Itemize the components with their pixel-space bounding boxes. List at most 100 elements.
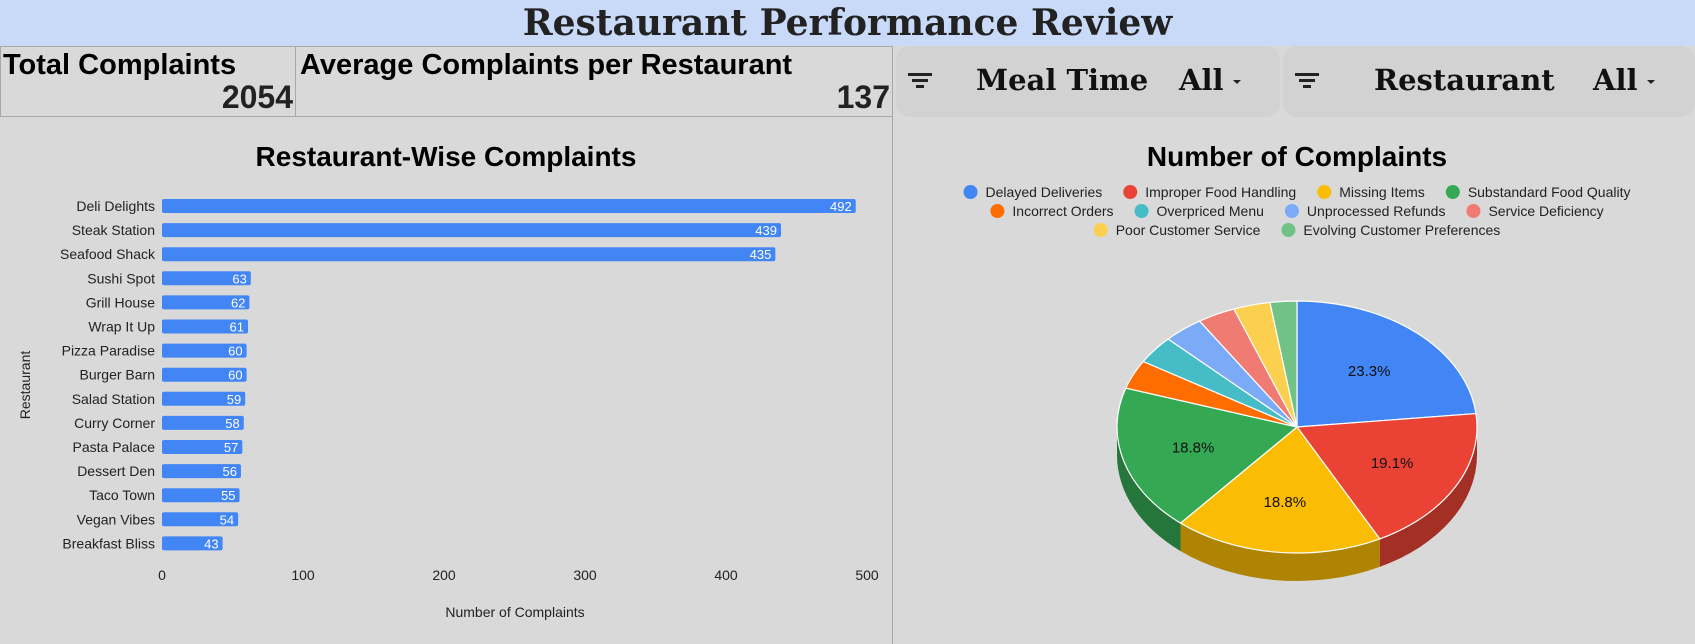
bar[interactable] xyxy=(162,488,240,503)
legend-item[interactable]: Substandard Food Quality xyxy=(1445,184,1631,200)
pie-slice[interactable] xyxy=(1296,412,1478,540)
bar-value-label: 435 xyxy=(750,247,772,262)
title-bar xyxy=(0,0,1695,46)
pie-slice-side xyxy=(1379,427,1477,567)
legend-label: Service Deficiency xyxy=(1488,203,1603,219)
bar-category-label: Salad Station xyxy=(72,391,155,407)
legend-swatch xyxy=(1445,185,1460,199)
legend-item[interactable]: Evolving Customer Preferences xyxy=(1281,222,1500,238)
bar[interactable] xyxy=(162,391,246,406)
bar[interactable] xyxy=(162,271,251,286)
chevron-down-icon[interactable] xyxy=(1647,80,1655,84)
x-tick-label: 400 xyxy=(714,567,738,583)
bar-value-label: 57 xyxy=(224,440,238,455)
bar[interactable] xyxy=(162,247,776,262)
total-complaints-card: Total Complaints 2054 xyxy=(0,46,296,117)
meal-time-value[interactable]: All xyxy=(1179,63,1224,97)
x-tick-label: 100 xyxy=(291,567,315,583)
bar-category-label: Seafood Shack xyxy=(60,246,156,262)
bar[interactable] xyxy=(162,367,247,382)
bar-category-label: Dessert Den xyxy=(77,463,155,479)
x-tick-label: 300 xyxy=(573,567,597,583)
legend-item[interactable]: Service Deficiency xyxy=(1466,203,1604,219)
pie-sides xyxy=(1117,427,1477,581)
bar-category-label: Deli Delights xyxy=(76,198,155,214)
pie-slice-label: 23.3% xyxy=(1348,363,1391,380)
filter-icon xyxy=(908,73,932,88)
legend-swatch xyxy=(1093,223,1108,237)
legend-item[interactable]: Missing Items xyxy=(1317,184,1425,200)
bar[interactable] xyxy=(162,464,241,479)
chevron-down-icon[interactable] xyxy=(1233,80,1241,84)
bar-value-label: 63 xyxy=(232,271,246,286)
x-tick-label: 500 xyxy=(855,567,879,583)
pie-slice[interactable] xyxy=(1296,300,1477,428)
bar-value-label: 54 xyxy=(220,512,234,527)
meal-time-label: Meal Time xyxy=(976,63,1149,97)
bar[interactable] xyxy=(162,319,249,334)
legend-swatch xyxy=(1284,204,1299,218)
bar-category-label: Burger Barn xyxy=(80,367,155,383)
legend-swatch xyxy=(1466,204,1481,218)
legend-label: Evolving Customer Preferences xyxy=(1303,222,1500,238)
page-title: Restaurant Performance Review xyxy=(522,2,1173,44)
bar-category-label: Taco Town xyxy=(89,487,155,503)
pie-slice-side xyxy=(1180,523,1380,581)
bar[interactable] xyxy=(162,199,856,213)
restaurant-filter[interactable]: Restaurant All xyxy=(1283,46,1695,117)
average-complaints-label: Average Complaints per Restaurant xyxy=(300,49,793,81)
bar-category-label: Breakfast Bliss xyxy=(62,535,155,551)
bar-category-label: Steak Station xyxy=(72,222,155,238)
pie-slice-label: 18.8% xyxy=(1172,440,1215,457)
bar-category-label: Curry Corner xyxy=(74,415,155,431)
legend-label: Incorrect Orders xyxy=(1012,203,1113,219)
average-complaints-card: Average Complaints per Restaurant 137 xyxy=(295,46,893,117)
bar-chart-ylabel: Restaurant xyxy=(17,351,33,420)
bar-value-label: 58 xyxy=(225,416,239,431)
pie-slice[interactable] xyxy=(1269,300,1298,428)
bar[interactable] xyxy=(162,415,244,430)
bar[interactable] xyxy=(162,295,250,310)
bar[interactable] xyxy=(162,223,781,238)
meal-time-filter[interactable]: Meal Time All xyxy=(896,46,1280,117)
legend-item[interactable]: Incorrect Orders xyxy=(990,203,1114,219)
legend-item[interactable]: Improper Food Handling xyxy=(1123,184,1296,200)
bar-category-label: Pasta Palace xyxy=(73,439,156,455)
bar[interactable] xyxy=(162,512,239,527)
legend-swatch xyxy=(963,185,978,199)
bar-value-label: 61 xyxy=(230,320,244,335)
legend-label: Improper Food Handling xyxy=(1145,184,1296,200)
legend-label: Poor Customer Service xyxy=(1116,222,1261,238)
legend-swatch xyxy=(990,204,1005,218)
bar-value-label: 59 xyxy=(227,392,241,407)
bar[interactable] xyxy=(162,440,243,454)
pie-slice-label: 18.8% xyxy=(1264,494,1307,511)
legend-item[interactable]: Poor Customer Service xyxy=(1093,222,1261,238)
legend-swatch xyxy=(1134,204,1149,218)
bar-chart-xlabel: Number of Complaints xyxy=(445,604,584,620)
legend-item[interactable]: Overpriced Menu xyxy=(1134,203,1264,219)
bar[interactable] xyxy=(162,343,247,358)
pie-slice-label: 19.1% xyxy=(1371,455,1414,472)
bar-chart-title: Restaurant-Wise Complaints xyxy=(256,141,637,172)
restaurant-value[interactable]: All xyxy=(1593,63,1638,97)
legend-swatch xyxy=(1123,185,1138,199)
pie-slice[interactable] xyxy=(1116,387,1298,524)
pie-chart: Number of Complaints Delayed Deliveries I… xyxy=(963,141,1631,581)
bar-value-label: 56 xyxy=(222,464,236,479)
bar-value-label: 492 xyxy=(830,199,852,214)
legend-swatch xyxy=(1317,185,1332,199)
restaurant-label: Restaurant xyxy=(1374,63,1555,97)
pie-slice-side xyxy=(1117,427,1181,552)
legend-item[interactable]: Unprocessed Refunds xyxy=(1284,203,1446,219)
bar[interactable] xyxy=(162,536,223,551)
legend-item[interactable]: Delayed Deliveries xyxy=(963,184,1103,200)
legend-label: Unprocessed Refunds xyxy=(1307,203,1446,219)
x-tick-label: 0 xyxy=(158,567,166,583)
bar-value-label: 60 xyxy=(228,368,242,383)
pie-slice[interactable] xyxy=(1179,426,1381,554)
bar-value-label: 62 xyxy=(231,295,245,310)
legend-label: Overpriced Menu xyxy=(1157,203,1264,219)
legend-swatch xyxy=(1281,223,1296,237)
bar-value-label: 55 xyxy=(221,488,235,503)
